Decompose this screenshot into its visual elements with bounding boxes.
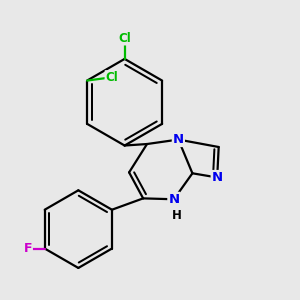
Text: N: N (212, 171, 223, 184)
Text: N: N (168, 193, 179, 206)
Text: F: F (23, 242, 32, 255)
Text: Cl: Cl (118, 32, 131, 44)
Text: Cl: Cl (106, 71, 118, 84)
Text: H: H (172, 209, 182, 222)
Text: N: N (173, 133, 184, 146)
